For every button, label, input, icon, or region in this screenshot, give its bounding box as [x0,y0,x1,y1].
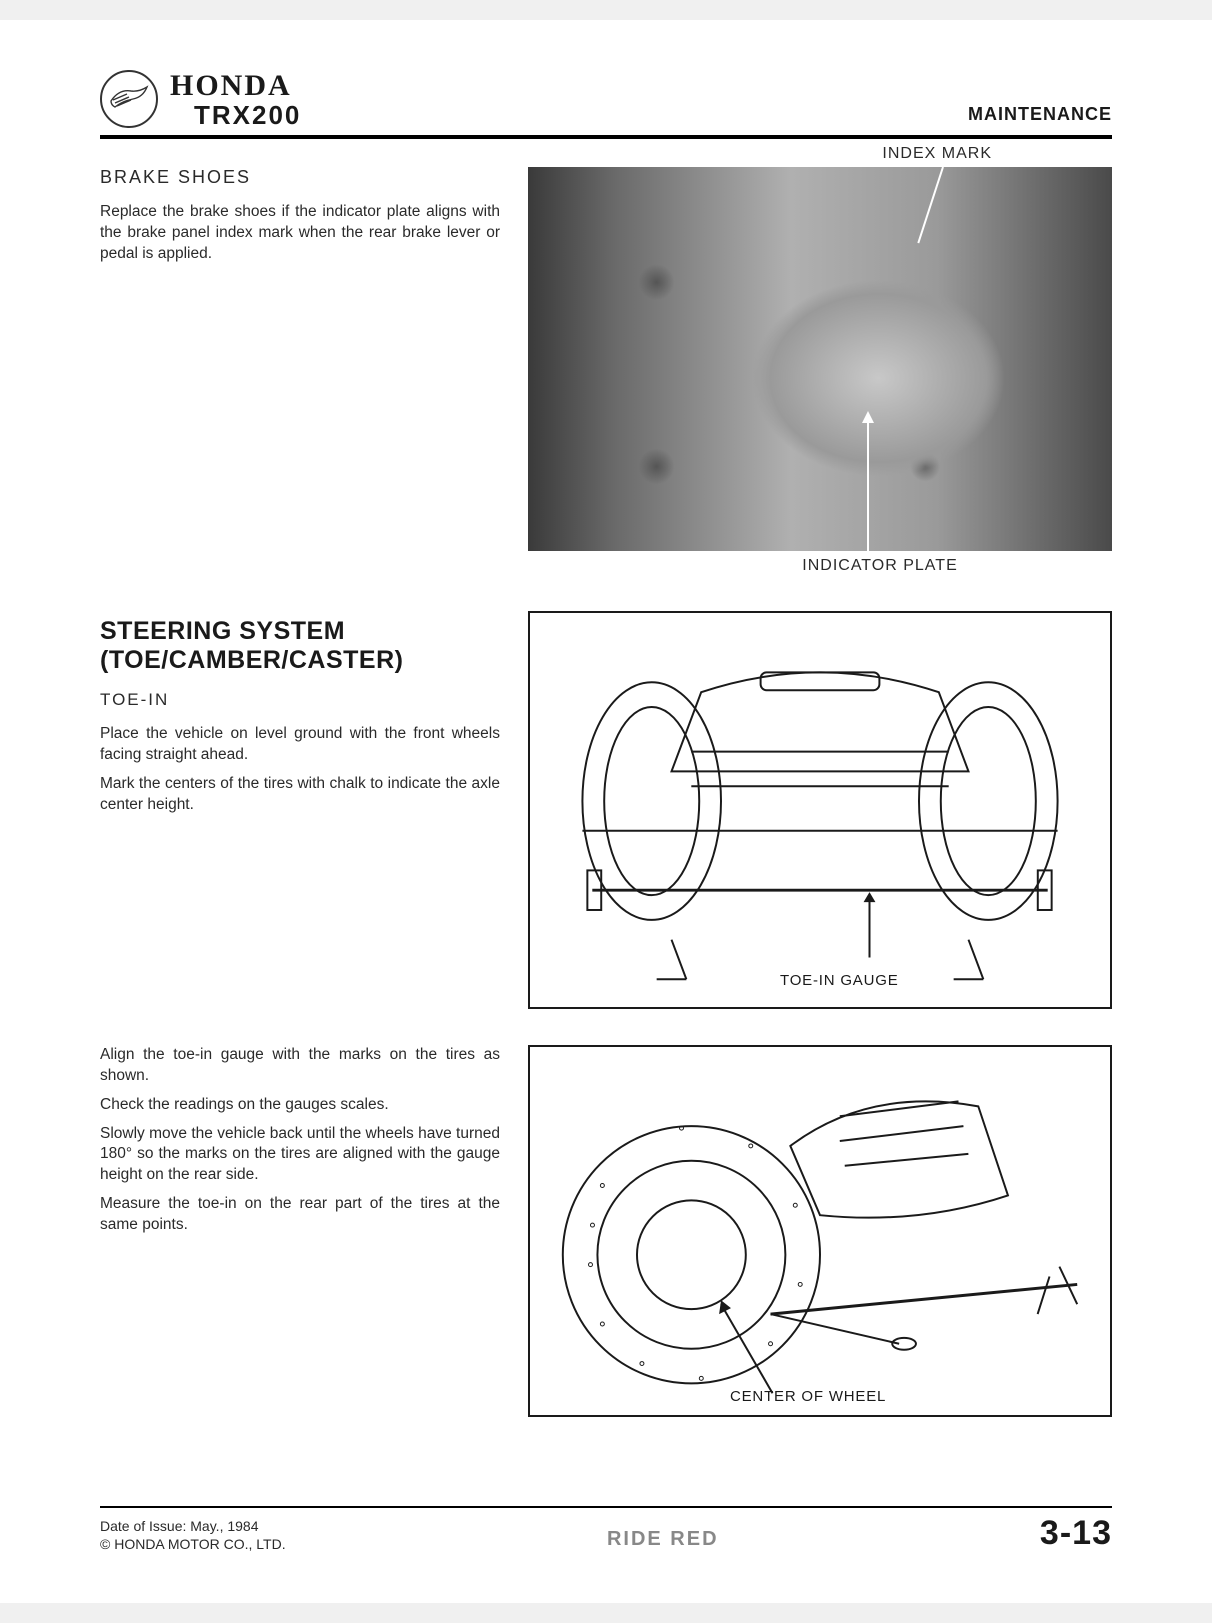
section-title: MAINTENANCE [968,104,1112,129]
arrow-head-icon [862,411,874,423]
brand-name: HONDA [170,70,301,102]
atv-perspective-diagram-icon [530,1047,1110,1415]
page-header: HONDA TRX200 MAINTENANCE [100,70,1112,139]
steering-heading-line2: (TOE/CAMBER/CASTER) [100,646,403,674]
toe-para3: Slowly move the vehicle back until the w… [100,1124,500,1187]
toe-para1: Align the toe-in gauge with the marks on… [100,1045,500,1087]
toe-in-diagram: TOE-IN GAUGE [528,611,1112,1009]
toe-in-subhead: TOE-IN [100,690,500,710]
indicator-plate-label: INDICATOR PLATE [528,557,1112,575]
ride-red-slogan: RIDE RED [607,1528,719,1553]
toe-para2: Check the readings on the gauges scales. [100,1095,500,1116]
steering-para2: Mark the centers of the tires with chalk… [100,774,500,816]
brand-block: HONDA TRX200 [100,70,301,129]
leader-line-icon [917,167,944,243]
toe-para4: Measure the toe-in on the rear part of t… [100,1194,500,1236]
toe-in-gauge-label: TOE-IN GAUGE [780,972,899,989]
footer-rule [100,1506,1112,1508]
steering-heading: STEERING SYSTEM (TOE/CAMBER/CASTER) [100,617,500,675]
center-wheel-diagram: CENTER OF WHEEL [528,1045,1112,1417]
issue-date: Date of Issue: May., 1984 [100,1518,259,1534]
brand-text: HONDA TRX200 [170,70,301,129]
steering-para1: Place the vehicle on level ground with t… [100,724,500,766]
arrow-line-icon [867,421,869,551]
brake-text: Replace the brake shoes if the indicator… [100,202,500,265]
center-wheel-label: CENTER OF WHEEL [730,1388,886,1405]
brake-heading: BRAKE SHOES [100,167,500,188]
honda-wing-icon [100,70,158,128]
manual-page: HONDA TRX200 MAINTENANCE BRAKE SHOES Rep… [0,20,1212,1603]
page-number: 3-13 [1040,1514,1112,1553]
brake-shoes-section: BRAKE SHOES Replace the brake shoes if t… [100,167,1112,575]
footer-meta: Date of Issue: May., 1984 © HONDA MOTOR … [100,1517,286,1553]
index-mark-label: INDEX MARK [882,145,992,163]
copyright: © HONDA MOTOR CO., LTD. [100,1536,286,1552]
toe-align-section: Align the toe-in gauge with the marks on… [100,1045,1112,1417]
steering-section: STEERING SYSTEM (TOE/CAMBER/CASTER) TOE-… [100,611,1112,1009]
brake-photo [528,167,1112,551]
atv-front-diagram-icon [530,613,1110,1007]
page-footer: Date of Issue: May., 1984 © HONDA MOTOR … [100,1506,1112,1553]
steering-heading-line1: STEERING SYSTEM [100,617,345,645]
model-name: TRX200 [170,102,301,129]
